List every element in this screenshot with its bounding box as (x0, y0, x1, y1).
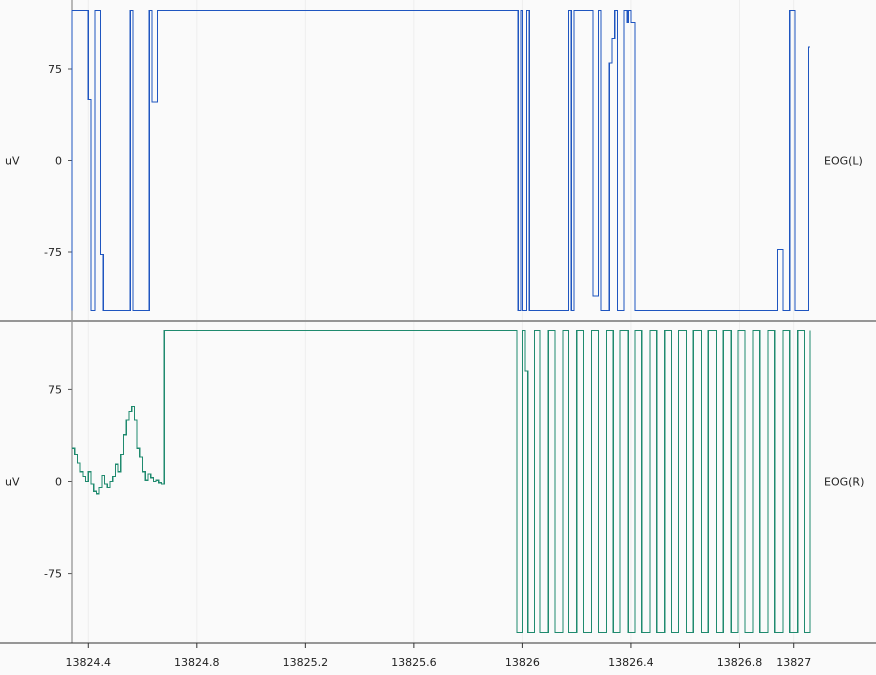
y-tick-label: -75 (44, 568, 62, 581)
channel-label: EOG(R) (824, 476, 864, 489)
x-tick-label: 13827 (776, 656, 811, 669)
y-tick-label: 0 (55, 155, 62, 168)
x-tick-label: 13825.2 (283, 656, 329, 669)
y-tick-label: 75 (48, 383, 62, 396)
x-tick-label: 13826 (505, 656, 540, 669)
y-tick-label: -75 (44, 246, 62, 259)
x-tick-label: 13825.6 (391, 656, 437, 669)
series-line-EOG(L) (71, 9, 810, 312)
y-tick-label: 75 (48, 63, 62, 76)
x-tick-label: 13826.4 (608, 656, 654, 669)
channel-label: EOG(L) (824, 155, 863, 168)
panel-1: 75 0 -75 uV EOG(L) (5, 0, 863, 320)
x-tick-label: 13826.8 (717, 656, 763, 669)
x-tick-label: 13824.4 (66, 656, 112, 669)
y-tick-label: 0 (55, 476, 62, 489)
x-tick-label: 13824.8 (174, 656, 220, 669)
y-unit-label: uV (5, 476, 20, 489)
panel-2: 75 0 -75 uV EOG(R) (5, 322, 864, 643)
series-line-EOG(R) (72, 329, 811, 634)
y-unit-label: uV (5, 155, 20, 168)
